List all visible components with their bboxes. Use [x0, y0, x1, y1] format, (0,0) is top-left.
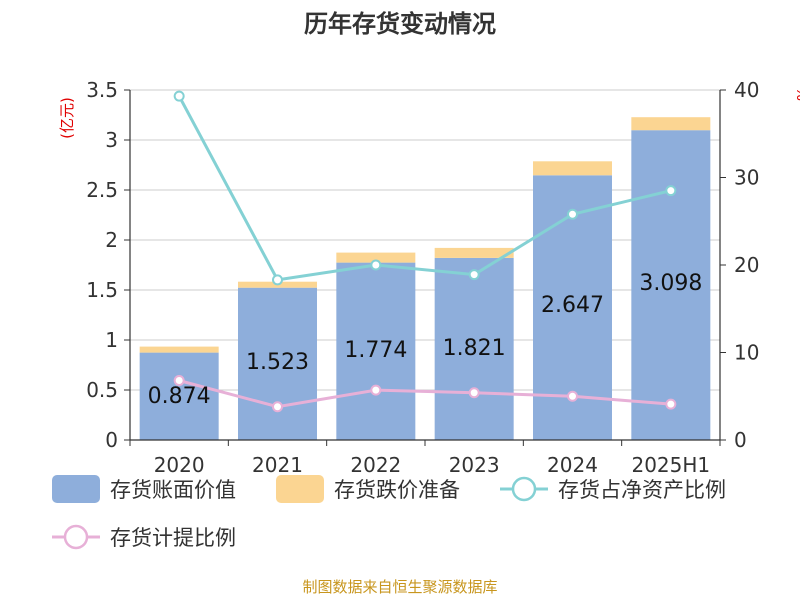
left-tick-label: 3.5 [86, 78, 118, 102]
right-tick-label: 10 [734, 341, 759, 365]
right-tick-label: 40 [734, 78, 759, 102]
point-ratio-net-assets[interactable] [370, 259, 382, 271]
bars [139, 117, 711, 441]
x-tick-label: 2023 [449, 453, 500, 477]
left-tick-label: 0.5 [86, 378, 118, 402]
line-provision-ratio [178, 379, 671, 409]
bar-labels: 0.874 1.523 1.774 1.821 2.647 3.098 [148, 271, 703, 409]
x-tick-label: 2024 [547, 453, 598, 477]
point-provision-ratio[interactable] [468, 387, 480, 399]
bar-impairment[interactable] [336, 252, 416, 263]
x-tick-label: 2021 [252, 453, 303, 477]
bar-book-value[interactable] [631, 130, 711, 440]
left-tick-label: 2 [105, 228, 118, 252]
left-tick-label: 3 [105, 128, 118, 152]
bar-value-label: 1.821 [443, 336, 506, 361]
legend: 存货账面价值 存货跌价准备 存货占净资产比例 存货计提比例 [52, 475, 726, 550]
lines [173, 90, 677, 413]
legend-swatch-book-value [52, 475, 100, 503]
legend-swatch-impairment [276, 475, 324, 503]
bar-value-label: 0.874 [148, 384, 211, 409]
legend-item-book-value[interactable]: 存货账面价值 [52, 475, 236, 503]
bar-value-label: 3.098 [639, 271, 702, 296]
legend-item-provision-ratio[interactable]: 存货计提比例 [52, 524, 236, 550]
x-tick-label: 2025H1 [631, 453, 710, 477]
point-ratio-net-assets[interactable] [567, 208, 578, 220]
point-provision-ratio[interactable] [370, 384, 382, 396]
point-provision-ratio[interactable] [272, 401, 283, 413]
bar-book-value[interactable] [434, 257, 514, 440]
data-source: 制图数据来自恒生聚源数据库 [302, 578, 497, 596]
legend-marker-ratio-net-assets [511, 476, 537, 502]
bar-value-label: 2.647 [541, 293, 604, 318]
point-provision-ratio[interactable] [567, 390, 578, 402]
right-tick-label: 20 [734, 253, 759, 277]
left-axis-unit: (亿元) [58, 97, 76, 139]
bar-impairment[interactable] [631, 117, 711, 131]
left-tick-label: 1.5 [86, 278, 118, 302]
bar-impairment[interactable] [434, 247, 514, 258]
point-ratio-net-assets[interactable] [173, 90, 185, 102]
point-ratio-net-assets[interactable] [665, 185, 677, 197]
bar-impairment[interactable] [533, 161, 612, 176]
right-tick-label: 0 [734, 428, 747, 452]
x-tick-label: 2022 [350, 453, 401, 477]
legend-item-impairment[interactable]: 存货跌价准备 [276, 475, 460, 503]
legend-label-book-value: 存货账面价值 [110, 478, 236, 502]
legend-label-impairment: 存货跌价准备 [334, 478, 460, 502]
legend-label-provision-ratio: 存货计提比例 [110, 526, 236, 550]
legend-item-ratio-net-assets[interactable]: 存货占净资产比例 [500, 476, 726, 502]
bar-value-label: 1.523 [246, 350, 309, 375]
right-axis-unit: % [793, 87, 800, 101]
right-tick-label: 30 [734, 166, 759, 190]
chart-title: 历年存货变动情况 [304, 10, 496, 38]
bar-book-value[interactable] [238, 287, 317, 440]
left-tick-label: 0 [105, 428, 118, 452]
bar-book-value[interactable] [139, 352, 219, 440]
bar-impairment[interactable] [139, 346, 219, 353]
bar-value-label: 1.774 [344, 338, 407, 363]
legend-label-ratio-net-assets: 存货占净资产比例 [558, 478, 726, 502]
bar-book-value[interactable] [336, 262, 416, 440]
point-provision-ratio[interactable] [173, 375, 185, 386]
left-tick-label: 2.5 [86, 178, 118, 202]
line-ratio-net-assets [177, 95, 672, 282]
point-ratio-net-assets[interactable] [272, 274, 283, 286]
point-ratio-net-assets[interactable] [468, 269, 480, 281]
point-provision-ratio[interactable] [665, 398, 677, 410]
legend-marker-provision-ratio [63, 524, 89, 550]
left-tick-label: 1 [105, 328, 118, 352]
axes: 0 0.5 1 1.5 2 2.5 3 3.5 0 10 20 30 40 2020 2021 2022 202… [86, 78, 759, 477]
x-tick-label: 2020 [154, 453, 205, 477]
